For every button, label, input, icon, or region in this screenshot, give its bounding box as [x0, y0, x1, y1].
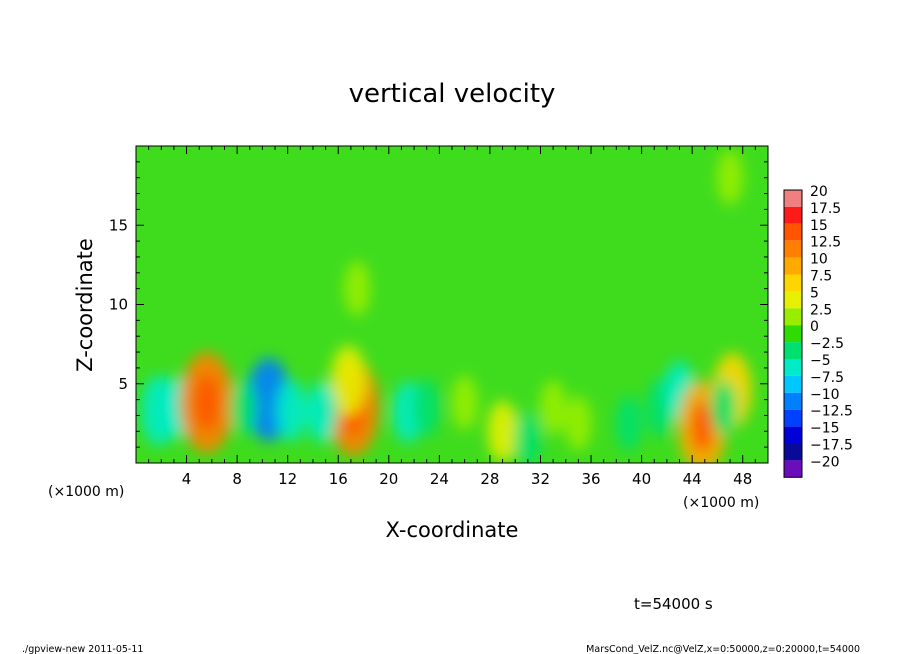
- x-tick-label: 16: [329, 470, 348, 488]
- colorbar-label: −2.5: [810, 336, 844, 352]
- colorbar-swatch: [784, 325, 802, 343]
- field-cell: [343, 261, 371, 317]
- field-cell: [565, 395, 592, 451]
- colorbar-label: 10: [810, 252, 828, 268]
- colorbar-swatch: [784, 342, 802, 359]
- colorbar-swatch: [784, 375, 802, 393]
- time-label: t=54000 s: [634, 595, 713, 613]
- footer-left: ./gpview-new 2011-05-11: [22, 644, 143, 654]
- colorbar-swatch: [784, 443, 802, 461]
- y-tick-label: 15: [109, 216, 128, 234]
- field-cell: [710, 380, 738, 436]
- field-cell: [716, 150, 744, 206]
- colorbar: 2017.51512.5107.552.50−2.5−5−7.5−10−12.5…: [783, 184, 853, 478]
- x-tick-label: 40: [632, 470, 651, 488]
- x-tick-label: 24: [430, 470, 449, 488]
- field-cell-core: [194, 374, 219, 431]
- y-axis-title: Z-coordinate: [73, 238, 97, 372]
- colorbar-label: 15: [810, 218, 828, 234]
- colorbar-swatch: [784, 257, 802, 275]
- field-cell: [487, 400, 518, 463]
- x-tick-label: 4: [182, 470, 192, 488]
- colorbar-swatch: [784, 308, 802, 326]
- colorbar-label: 17.5: [810, 201, 841, 217]
- x-unit-label: (×1000 m): [48, 484, 124, 500]
- field-cell: [451, 375, 478, 431]
- colorbar-swatch: [784, 460, 802, 478]
- colorbar-label: −5: [810, 353, 831, 369]
- field-cell: [230, 380, 257, 436]
- x-tick-label: 32: [531, 470, 550, 488]
- field-cell: [514, 411, 542, 463]
- colorbar-swatch: [784, 392, 802, 410]
- colorbar-swatch: [784, 426, 802, 444]
- colorbar-label: −17.5: [810, 438, 853, 454]
- colorbar-swatch: [784, 240, 802, 258]
- x-tick-label: 8: [232, 470, 242, 488]
- colorbar-label: −7.5: [810, 370, 844, 386]
- x-axis-title: X-coordinate: [386, 518, 519, 542]
- x-tick-label: 36: [581, 470, 600, 488]
- x-tick-label: 28: [480, 470, 499, 488]
- colorbar-label: 20: [810, 184, 828, 200]
- x-tick-label: 44: [683, 470, 702, 488]
- y-tick-label: 10: [109, 296, 128, 314]
- y-unit-label: (×1000 m): [683, 495, 759, 511]
- colorbar-label: −10: [810, 387, 840, 403]
- field-cell: [539, 380, 567, 436]
- y-tick-label: 5: [118, 375, 128, 393]
- colorbar-swatch: [784, 190, 802, 207]
- colorbar-label: 2.5: [810, 302, 832, 318]
- x-tick-label: 48: [733, 470, 752, 488]
- field-cell: [615, 395, 643, 451]
- colorbar-swatch: [784, 409, 802, 427]
- field-cell: [306, 381, 338, 444]
- field-cell: [276, 379, 307, 442]
- colorbar-label: 5: [810, 285, 819, 301]
- footer-right: MarsCond_VelZ.nc@VelZ,x=0:50000,z=0:2000…: [586, 644, 860, 654]
- colorbar-label: 7.5: [810, 269, 832, 285]
- colorbar-label: 12.5: [810, 235, 841, 251]
- field-cell: [412, 378, 441, 437]
- colorbar-label: −12.5: [810, 404, 853, 420]
- colorbar-label: 0: [810, 319, 819, 335]
- colorbar-label: −15: [810, 421, 840, 437]
- colorbar-swatch: [784, 223, 802, 241]
- field-cell-core: [691, 401, 714, 452]
- colorbar-swatch: [784, 206, 802, 224]
- colorbar-label: −20: [810, 454, 840, 470]
- colorbar-swatch: [784, 359, 802, 376]
- colorbar-swatch: [784, 274, 802, 292]
- field-cell: [330, 345, 367, 416]
- x-tick-label: 12: [278, 470, 297, 488]
- colorbar-frame: [783, 189, 803, 478]
- x-tick-label: 20: [379, 470, 398, 488]
- chart-title: vertical velocity: [349, 79, 556, 109]
- colorbar-swatch: [784, 291, 802, 309]
